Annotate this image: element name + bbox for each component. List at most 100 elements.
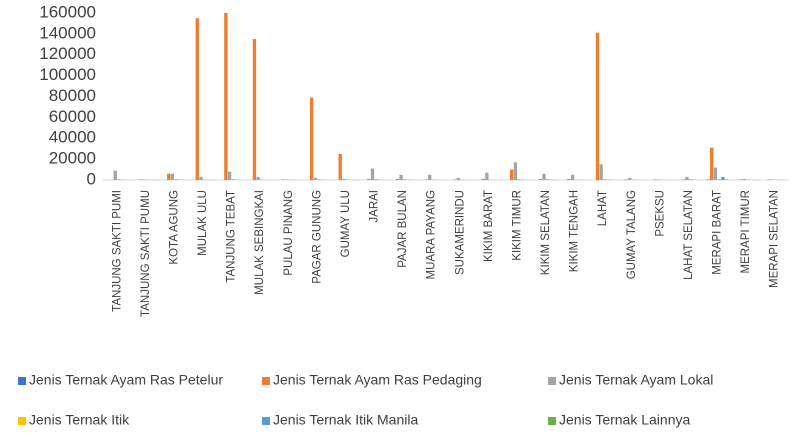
bar — [538, 178, 542, 180]
bar — [424, 179, 428, 180]
bar — [309, 97, 314, 180]
x-tick-label: GUMAY ULU — [340, 190, 352, 257]
bar — [174, 178, 178, 180]
bar — [142, 179, 146, 180]
bar — [724, 179, 729, 180]
bar — [738, 179, 743, 180]
x-tick-label: KIKIM TIMUR — [511, 190, 523, 261]
bar — [313, 177, 318, 180]
bar — [452, 179, 457, 180]
x-tick-label: JARAI — [369, 190, 381, 223]
x-tick-label: KIKIM TENGAH — [569, 190, 581, 272]
y-tick-label: 0 — [87, 169, 96, 188]
x-tick-label: TANJUNG SAKTI PUMU — [140, 190, 152, 317]
bar — [595, 32, 600, 180]
y-tick-label: 20000 — [49, 149, 96, 168]
bar — [652, 179, 657, 180]
bar — [603, 178, 607, 180]
legend-swatch — [548, 417, 556, 425]
y-tick-label: 140000 — [39, 23, 96, 42]
bar — [681, 179, 685, 180]
x-tick-label: MUARA PAYANG — [426, 190, 438, 280]
bar — [195, 18, 199, 180]
x-tick-label: GUMAY TALANG — [626, 190, 638, 279]
y-tick-label: 160000 — [39, 2, 96, 21]
x-tick-label: PULAU PINANG — [283, 190, 295, 276]
bar — [685, 176, 689, 180]
legend-label: Jenis Ternak Itik Manila — [273, 412, 418, 428]
bar — [260, 179, 264, 180]
bar — [403, 178, 407, 180]
x-tick-label: MERAPI SELATAN — [769, 190, 781, 288]
y-tick-label: 40000 — [49, 128, 96, 147]
bar — [599, 164, 603, 180]
y-tick-label: 60000 — [49, 107, 96, 126]
legend-swatch — [262, 417, 270, 425]
x-tick-label: MERAPI BARAT — [712, 190, 724, 275]
legend-label: Jenis Ternak Itik — [29, 412, 130, 428]
y-tick-label: 120000 — [39, 44, 96, 63]
bar — [170, 173, 175, 180]
legend-label: Jenis Ternak Ayam Ras Pedaging — [273, 372, 482, 388]
bar — [546, 178, 550, 180]
bar — [338, 153, 342, 180]
x-tick-label: MULAK SEBINGKAI — [254, 190, 266, 295]
bar — [427, 174, 432, 180]
bar — [431, 179, 436, 180]
legend-swatch — [548, 377, 556, 385]
bar — [542, 173, 546, 180]
legend-swatch — [18, 377, 26, 385]
bar — [628, 177, 632, 180]
y-tick-label: 100000 — [39, 65, 96, 84]
legend-label: Jenis Ternak Ayam Ras Petelur — [29, 372, 223, 388]
legend-swatch — [262, 377, 270, 385]
bar — [570, 174, 575, 180]
bar — [138, 179, 142, 180]
bar — [203, 179, 207, 180]
bar — [231, 178, 235, 180]
x-tick-label: KIKIM SELATAN — [540, 190, 552, 275]
x-tick-label: LAHAT — [597, 190, 609, 226]
bar — [688, 178, 693, 180]
bar — [456, 177, 460, 180]
bar — [342, 178, 346, 180]
x-tick-label: SUKAMERINDU — [454, 190, 466, 275]
bar — [624, 179, 628, 180]
x-tick-label: MULAK ULU — [197, 190, 209, 256]
bar — [513, 162, 518, 180]
bar — [656, 179, 661, 180]
bar — [370, 168, 375, 180]
bar — [167, 173, 171, 180]
bar — [706, 179, 710, 180]
bar — [460, 179, 464, 180]
bar — [399, 174, 403, 180]
x-tick-label: KOTA AGUNG — [168, 190, 180, 265]
bar — [317, 178, 321, 180]
bar — [767, 179, 771, 180]
legend-label: Jenis Ternak Ayam Lokal — [559, 372, 713, 388]
bar — [710, 147, 714, 180]
bar — [574, 179, 578, 180]
bar — [345, 179, 350, 180]
x-tick-label: MERAPI TIMUR — [740, 190, 752, 274]
bar — [746, 179, 750, 180]
x-tick-label: PAGAR GUNUNG — [311, 190, 323, 284]
bar — [481, 178, 485, 180]
bar — [713, 167, 718, 180]
bar — [374, 178, 378, 180]
x-tick-label: PSEKSU — [654, 190, 666, 237]
bar — [227, 171, 232, 180]
bar — [717, 178, 721, 180]
bar — [281, 179, 285, 180]
legend-swatch — [18, 417, 26, 425]
bar — [285, 179, 289, 180]
bar — [485, 172, 489, 180]
bar — [256, 176, 260, 180]
bar — [367, 178, 371, 180]
bar — [199, 176, 203, 180]
x-tick-label: TANJUNG TEBAT — [226, 190, 238, 283]
bar — [631, 179, 636, 180]
x-tick-label: KIKIM BARAT — [483, 190, 495, 262]
